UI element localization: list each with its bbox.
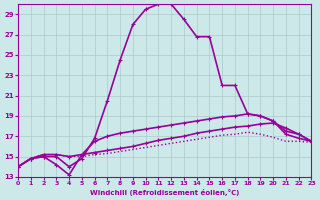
X-axis label: Windchill (Refroidissement éolien,°C): Windchill (Refroidissement éolien,°C): [90, 189, 239, 196]
